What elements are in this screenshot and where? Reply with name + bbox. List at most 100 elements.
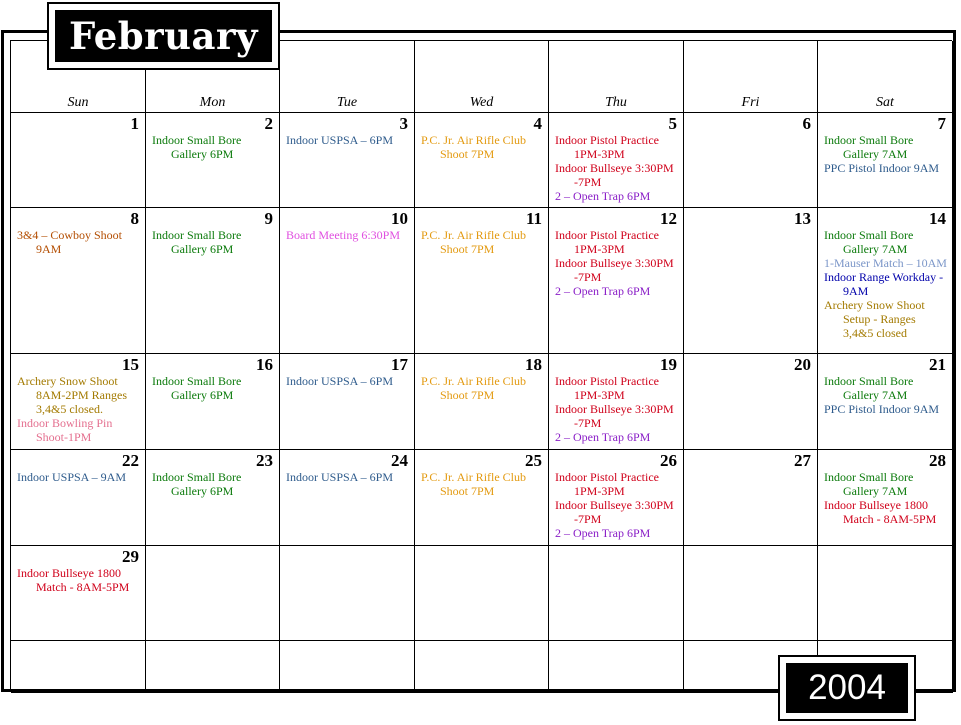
event-item[interactable]: 2 – Open Trap 6PM bbox=[555, 189, 651, 203]
event-list: Indoor Small Bore Gallery 7AM Indoor Bull… bbox=[824, 470, 948, 526]
event-list: P.C. Jr. Air Rifle Club Shoot 7PM bbox=[421, 133, 544, 161]
event-item[interactable]: Indoor Bullseye 1800 Match - 8AM-5PM bbox=[17, 566, 130, 594]
event-item[interactable]: Indoor Small Bore Gallery 7AM bbox=[824, 470, 914, 498]
day-name: Wed bbox=[469, 95, 494, 110]
event-item[interactable]: Indoor Range Workday - 9AM bbox=[824, 270, 944, 298]
event-item[interactable]: Indoor USPSA – 6PM bbox=[286, 133, 394, 147]
event-item[interactable]: Indoor USPSA – 6PM bbox=[286, 374, 394, 388]
day-cell[interactable] bbox=[280, 546, 415, 641]
event-item[interactable]: Indoor Small Bore Gallery 6PM bbox=[152, 470, 242, 498]
day-cell[interactable]: 6 bbox=[684, 113, 818, 208]
event-list: P.C. Jr. Air Rifle Club Shoot 7PM bbox=[421, 374, 544, 402]
event-item[interactable]: Indoor Small Bore Gallery 7AM bbox=[824, 133, 914, 161]
event-item[interactable]: 2 – Open Trap 6PM bbox=[555, 284, 651, 298]
day-cell[interactable]: 10 Board Meeting 6:30PM bbox=[280, 208, 415, 354]
day-cell[interactable] bbox=[415, 641, 549, 693]
day-number: 1 bbox=[130, 114, 140, 133]
event-item[interactable]: Board Meeting 6:30PM bbox=[286, 228, 400, 242]
event-item[interactable]: P.C. Jr. Air Rifle Club Shoot 7PM bbox=[421, 374, 527, 402]
day-cell[interactable] bbox=[280, 641, 415, 693]
day-number: 23 bbox=[256, 451, 273, 470]
event-item[interactable]: 2 – Open Trap 6PM bbox=[555, 526, 651, 540]
day-cell[interactable]: 12 Indoor Pistol Practice 1PM-3PM Indoor B… bbox=[549, 208, 684, 354]
day-name: Fri bbox=[741, 95, 760, 110]
event-list: Indoor Small Bore Gallery 6PM bbox=[152, 374, 275, 402]
event-item[interactable]: Indoor Pistol Practice 1PM-3PM bbox=[555, 228, 659, 256]
event-item[interactable]: Indoor Bullseye 3:30PM -7PM bbox=[555, 498, 674, 526]
event-list: Indoor Small Bore Gallery 6PM bbox=[152, 470, 275, 498]
event-item[interactable]: Archery Snow Shoot 8AM-2PM Ranges 3,4&5 … bbox=[17, 374, 128, 416]
event-list: Indoor USPSA – 9AM bbox=[17, 470, 141, 484]
day-cell[interactable]: 23 Indoor Small Bore Gallery 6PM bbox=[146, 450, 280, 546]
event-item[interactable]: 2 – Open Trap 6PM bbox=[555, 430, 651, 444]
day-cell[interactable]: 28 Indoor Small Bore Gallery 7AM Indoor Bu… bbox=[818, 450, 953, 546]
day-cell[interactable]: 5 Indoor Pistol Practice 1PM-3PM Indoor Bu… bbox=[549, 113, 684, 208]
event-item[interactable]: Indoor Small Bore Gallery 6PM bbox=[152, 133, 242, 161]
event-item[interactable]: P.C. Jr. Air Rifle Club Shoot 7PM bbox=[421, 470, 527, 498]
event-item[interactable]: Indoor Pistol Practice 1PM-3PM bbox=[555, 374, 659, 402]
event-item[interactable]: Indoor Bullseye 1800 Match - 8AM-5PM bbox=[824, 498, 937, 526]
event-item[interactable]: Indoor Pistol Practice 1PM-3PM bbox=[555, 133, 659, 161]
event-item[interactable]: Indoor Small Bore Gallery 7AM bbox=[824, 374, 914, 402]
day-cell[interactable] bbox=[146, 546, 280, 641]
event-list: P.C. Jr. Air Rifle Club Shoot 7PM bbox=[421, 470, 544, 498]
day-cell[interactable]: 27 bbox=[684, 450, 818, 546]
day-cell[interactable]: 17 Indoor USPSA – 6PM bbox=[280, 354, 415, 450]
event-item[interactable]: Indoor Small Bore Gallery 6PM bbox=[152, 228, 242, 256]
event-item[interactable]: Indoor Bullseye 3:30PM -7PM bbox=[555, 256, 674, 284]
event-list: Indoor Small Bore Gallery 7AM PPC Pistol … bbox=[824, 374, 948, 416]
day-cell[interactable]: 16 Indoor Small Bore Gallery 6PM bbox=[146, 354, 280, 450]
day-cell[interactable]: 2 Indoor Small Bore Gallery 6PM bbox=[146, 113, 280, 208]
day-cell[interactable]: 1 bbox=[11, 113, 146, 208]
event-item[interactable]: Archery Snow Shoot Setup - Ranges 3,4&5 … bbox=[824, 298, 925, 340]
day-cell[interactable]: 13 bbox=[684, 208, 818, 354]
day-cell[interactable]: 24 Indoor USPSA – 6PM bbox=[280, 450, 415, 546]
event-item[interactable]: P.C. Jr. Air Rifle Club Shoot 7PM bbox=[421, 133, 527, 161]
event-item[interactable]: 1-Mauser Match – 10AM bbox=[824, 256, 947, 270]
event-item[interactable]: Indoor Pistol Practice 1PM-3PM bbox=[555, 470, 659, 498]
event-item[interactable]: P.C. Jr. Air Rifle Club Shoot 7PM bbox=[421, 228, 527, 256]
day-number: 24 bbox=[391, 451, 408, 470]
day-number: 28 bbox=[929, 451, 946, 470]
event-item[interactable]: PPC Pistol Indoor 9AM bbox=[824, 402, 940, 416]
day-cell[interactable]: 11 P.C. Jr. Air Rifle Club Shoot 7PM bbox=[415, 208, 549, 354]
day-cell[interactable]: 19 Indoor Pistol Practice 1PM-3PM Indoor B… bbox=[549, 354, 684, 450]
event-item[interactable]: Indoor USPSA – 6PM bbox=[286, 470, 394, 484]
event-item[interactable]: Indoor Small Bore Gallery 6PM bbox=[152, 374, 242, 402]
day-cell[interactable]: 29 Indoor Bullseye 1800 Match - 8AM-5PM bbox=[11, 546, 146, 641]
day-cell[interactable] bbox=[549, 546, 684, 641]
day-number: 5 bbox=[668, 114, 678, 133]
event-item[interactable]: 3&4 – Cowboy Shoot 9AM bbox=[17, 228, 123, 256]
day-cell[interactable]: 4 P.C. Jr. Air Rifle Club Shoot 7PM bbox=[415, 113, 549, 208]
event-list: Indoor Pistol Practice 1PM-3PM Indoor Bul… bbox=[555, 133, 679, 203]
event-item[interactable]: Indoor Bullseye 3:30PM -7PM bbox=[555, 161, 674, 189]
day-cell[interactable]: 8 3&4 – Cowboy Shoot 9AM bbox=[11, 208, 146, 354]
day-cell[interactable]: 22 Indoor USPSA – 9AM bbox=[11, 450, 146, 546]
event-item[interactable]: Indoor USPSA – 9AM bbox=[17, 470, 127, 484]
event-item[interactable]: PPC Pistol Indoor 9AM bbox=[824, 161, 940, 175]
day-cell[interactable]: 14 Indoor Small Bore Gallery 7AM 1-Mauser … bbox=[818, 208, 953, 354]
day-cell[interactable] bbox=[684, 546, 818, 641]
day-cell[interactable]: 7 Indoor Small Bore Gallery 7AM PPC Pistol… bbox=[818, 113, 953, 208]
day-cell[interactable] bbox=[818, 546, 953, 641]
day-cell[interactable]: 25 P.C. Jr. Air Rifle Club Shoot 7PM bbox=[415, 450, 549, 546]
event-list: Indoor Small Bore Gallery 6PM bbox=[152, 133, 275, 161]
day-cell[interactable]: 20 bbox=[684, 354, 818, 450]
event-item[interactable]: Indoor Bowling Pin Shoot-1PM bbox=[17, 416, 113, 444]
day-cell[interactable]: 15 Archery Snow Shoot 8AM-2PM Ranges 3,4&… bbox=[11, 354, 146, 450]
day-header-sat: Sat bbox=[818, 41, 953, 113]
day-cell[interactable] bbox=[415, 546, 549, 641]
day-cell[interactable]: 21 Indoor Small Bore Gallery 7AM PPC Pisto… bbox=[818, 354, 953, 450]
day-cell[interactable] bbox=[11, 641, 146, 693]
event-list: Indoor Small Bore Gallery 6PM bbox=[152, 228, 275, 256]
day-cell[interactable] bbox=[549, 641, 684, 693]
event-list: Indoor Bullseye 1800 Match - 8AM-5PM bbox=[17, 566, 141, 594]
day-number: 20 bbox=[794, 355, 811, 374]
day-cell[interactable]: 3 Indoor USPSA – 6PM bbox=[280, 113, 415, 208]
event-item[interactable]: Indoor Small Bore Gallery 7AM bbox=[824, 228, 914, 256]
day-cell[interactable]: 18 P.C. Jr. Air Rifle Club Shoot 7PM bbox=[415, 354, 549, 450]
day-cell[interactable] bbox=[146, 641, 280, 693]
day-cell[interactable]: 9 Indoor Small Bore Gallery 6PM bbox=[146, 208, 280, 354]
event-item[interactable]: Indoor Bullseye 3:30PM -7PM bbox=[555, 402, 674, 430]
day-cell[interactable]: 26 Indoor Pistol Practice 1PM-3PM Indoor B… bbox=[549, 450, 684, 546]
